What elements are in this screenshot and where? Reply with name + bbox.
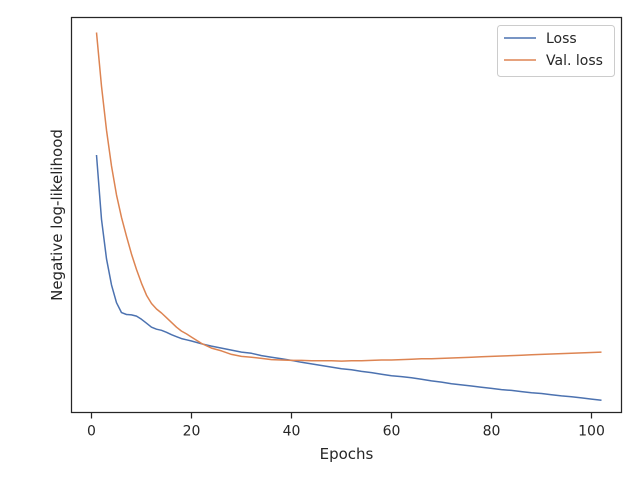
legend-label-loss: Loss: [546, 31, 577, 47]
series-line-val-loss: [95, 32, 602, 362]
x-axis-label: Epochs: [320, 445, 374, 463]
x-tick-label: 40: [283, 424, 301, 440]
x-tick-label: 100: [578, 424, 605, 440]
x-tick-label: 60: [383, 424, 401, 440]
plot-frame: [70, 16, 623, 414]
series-layer: [95, 32, 602, 402]
x-axis-ticks: 0 20 40 60 80 100: [87, 412, 605, 440]
x-tick-label: 20: [183, 424, 201, 440]
legend-label-val-loss: Val. loss: [546, 53, 603, 69]
x-tick-label: 80: [483, 424, 501, 440]
legend: Loss Val. loss: [497, 25, 615, 77]
y-axis-label: Negative log-likelihood: [48, 129, 66, 301]
x-tick-label: 0: [87, 424, 96, 440]
series-line-loss: [95, 154, 602, 402]
